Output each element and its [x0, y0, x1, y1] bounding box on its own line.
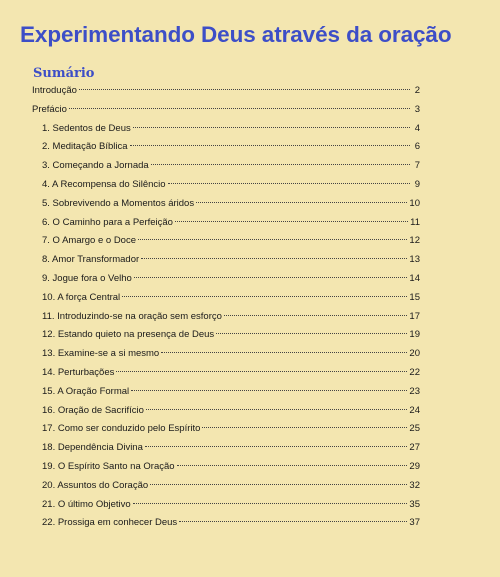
toc-entry-page: 10 — [409, 197, 420, 209]
toc-entry-label: 9. Jogue fora o Velho — [42, 272, 132, 284]
toc-entry-page: 9 — [414, 178, 420, 190]
dot-leader — [202, 427, 408, 429]
toc-entry-page: 24 — [409, 404, 420, 416]
dot-leader — [132, 502, 408, 504]
dot-leader — [138, 239, 408, 241]
toc-entry-label: 10. A força Central — [42, 291, 121, 303]
toc-entry-page: 29 — [409, 460, 420, 472]
toc-entry[interactable]: 17. Como ser conduzido pelo Espírito 25 — [32, 420, 420, 439]
toc-entry[interactable]: 19. O Espírito Santo na Oração 29 — [32, 458, 420, 477]
toc-entry-label: 15. A Oração Formal — [42, 385, 130, 397]
toc-entry-page: 7 — [414, 160, 420, 172]
toc-entry[interactable]: 9. Jogue fora o Velho 14 — [32, 270, 420, 289]
toc-entry-page: 35 — [409, 498, 420, 510]
toc-entry[interactable]: 10. A força Central 15 — [32, 289, 420, 308]
dot-leader — [179, 521, 408, 523]
toc-entry-page: 3 — [414, 103, 420, 115]
toc-entry-label: 17. Como ser conduzido pelo Espírito — [42, 423, 201, 435]
toc-entry-page: 25 — [409, 423, 420, 435]
dot-leader — [122, 295, 408, 297]
toc-entry-label: 20. Assuntos do Coração — [42, 479, 149, 491]
toc-entry-label: 18. Dependência Divina — [42, 442, 143, 454]
toc-entry[interactable]: 4. A Recompensa do Silêncio 9 — [32, 176, 420, 195]
toc-entry-page: 6 — [414, 141, 420, 153]
toc-entry-label: 19. O Espírito Santo na Oração — [42, 460, 175, 472]
toc-entry[interactable]: 5. Sobrevivendo a Momentos áridos 10 — [32, 195, 420, 214]
toc-entry-label: 4. A Recompensa do Silêncio — [42, 178, 166, 190]
dot-leader — [167, 182, 410, 184]
dot-leader — [78, 89, 410, 90]
toc-entry-label: 14. Perturbações — [42, 366, 115, 378]
toc-entry[interactable]: 6. O Caminho para a Perfeição 11 — [32, 214, 420, 233]
toc-entry-label: 2. Meditação Bíblica — [42, 141, 128, 153]
document-title: Experimentando Deus através da oração — [20, 22, 452, 47]
toc-heading: Sumário — [33, 66, 95, 81]
toc-entry-page: 23 — [409, 385, 420, 397]
dot-leader — [116, 370, 408, 372]
toc-entry[interactable]: 3. Começando a Jornada 7 — [32, 157, 420, 176]
toc-entry-page: 15 — [409, 291, 420, 303]
dot-leader — [132, 126, 410, 128]
toc-entry[interactable]: 14. Perturbações 22 — [32, 364, 420, 383]
toc-entry-page: 17 — [409, 310, 420, 322]
toc-entry-page: 4 — [414, 122, 420, 134]
dot-leader — [129, 145, 410, 147]
toc-entry-label: 16. Oração de Sacrifício — [42, 404, 144, 416]
toc-entry-page: 14 — [409, 272, 420, 284]
toc-entry-page: 20 — [409, 348, 420, 360]
dot-leader — [131, 389, 408, 391]
toc-entry-page: 32 — [409, 479, 420, 491]
toc-entry-label: 13. Examine-se a si mesmo — [42, 348, 160, 360]
toc-entry-label: 5. Sobrevivendo a Momentos áridos — [42, 197, 195, 209]
toc-entry-page: 11 — [410, 216, 420, 228]
table-of-contents: Introdução 2 Prefácio 3 1. Sedentos de Deus 4… — [32, 82, 420, 533]
toc-entry-label: 21. O último Objetivo — [42, 498, 131, 510]
toc-entry-label: 11. Introduzindo-se na oração sem esforç… — [42, 310, 222, 322]
toc-entry[interactable]: 13. Examine-se a si mesmo 20 — [32, 345, 420, 364]
toc-entry-label: 1. Sedentos de Deus — [42, 122, 131, 134]
toc-entry[interactable]: Introdução 2 — [32, 82, 420, 101]
toc-entry[interactable]: 20. Assuntos do Coração 32 — [32, 477, 420, 496]
toc-entry[interactable]: 8. Amor Transformador 13 — [32, 251, 420, 270]
toc-entry-page: 27 — [409, 442, 420, 454]
toc-entry[interactable]: 15. A Oração Formal 23 — [32, 383, 420, 402]
toc-entry[interactable]: 1. Sedentos de Deus 4 — [32, 120, 420, 139]
toc-entry-label: 6. O Caminho para a Perfeição — [42, 216, 173, 228]
dot-leader — [141, 258, 408, 260]
toc-entry[interactable]: Prefácio 3 — [32, 101, 420, 120]
dot-leader — [150, 483, 408, 485]
dot-leader — [161, 352, 408, 354]
dot-leader — [196, 201, 408, 203]
toc-entry-label: 12. Estando quieto na presença de Deus — [42, 329, 215, 341]
toc-entry-page: 12 — [409, 235, 420, 247]
dot-leader — [223, 314, 408, 316]
toc-entry-label: 8. Amor Transformador — [42, 254, 140, 266]
toc-entry[interactable]: 2. Meditação Bíblica 6 — [32, 138, 420, 157]
dot-leader — [174, 220, 409, 222]
toc-entry-page: 2 — [414, 85, 420, 96]
toc-entry-label: Introdução — [32, 85, 77, 96]
toc-entry-page: 37 — [409, 517, 420, 529]
toc-entry-label: 22. Prossiga em conhecer Deus — [42, 517, 178, 529]
toc-entry[interactable]: 16. Oração de Sacrifício 24 — [32, 402, 420, 421]
toc-entry[interactable]: 7. O Amargo e o Doce 12 — [32, 232, 420, 251]
dot-leader — [68, 107, 410, 109]
dot-leader — [145, 408, 408, 410]
toc-entry-page: 19 — [409, 329, 420, 341]
toc-entry-label: Prefácio — [32, 103, 67, 115]
toc-entry-page: 22 — [409, 366, 420, 378]
toc-entry[interactable]: 22. Prossiga em conhecer Deus 37 — [32, 514, 420, 533]
toc-entry-label: 7. O Amargo e o Doce — [42, 235, 136, 247]
toc-entry-label: 3. Começando a Jornada — [42, 160, 149, 172]
dot-leader — [150, 164, 410, 166]
toc-entry[interactable]: 12. Estando quieto na presença de Deus 19 — [32, 326, 420, 345]
toc-entry-page: 13 — [409, 254, 420, 266]
dot-leader — [176, 464, 408, 466]
toc-entry[interactable]: 18. Dependência Divina 27 — [32, 439, 420, 458]
dot-leader — [144, 446, 408, 448]
toc-entry[interactable]: 11. Introduzindo-se na oração sem esforç… — [32, 308, 420, 327]
dot-leader — [216, 333, 408, 335]
dot-leader — [133, 276, 408, 278]
toc-entry[interactable]: 21. O último Objetivo 35 — [32, 496, 420, 515]
